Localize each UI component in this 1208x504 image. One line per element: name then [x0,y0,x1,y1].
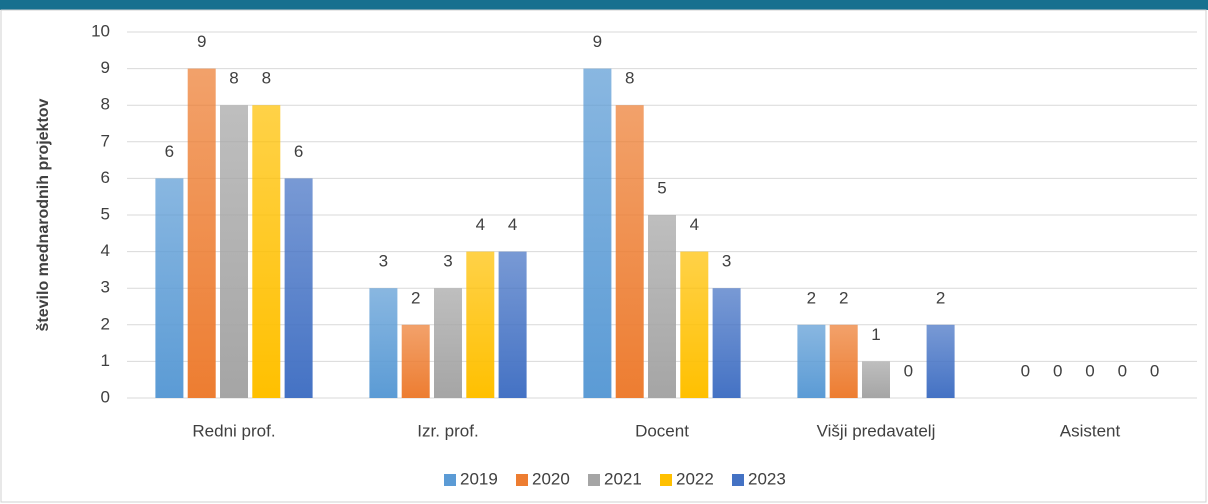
data-label: 3 [722,252,731,271]
data-label: 4 [476,215,485,234]
legend-label: 2022 [676,469,714,488]
data-label: 9 [593,32,602,51]
legend-label: 2020 [532,469,570,488]
data-label: 3 [379,252,388,271]
data-label: 4 [508,215,517,234]
y-tick-label: 0 [101,387,110,406]
y-tick-label: 1 [101,351,110,370]
x-tick-label: Asistent [1060,421,1121,440]
y-axis-label: število mednarodnih projektov [35,98,52,331]
bar [369,288,398,398]
bar [187,68,216,398]
legend-swatch [588,474,600,486]
data-label: 8 [262,69,271,88]
data-label: 5 [657,178,666,197]
data-label: 2 [411,288,420,307]
data-label: 4 [690,215,699,234]
data-label: 0 [904,361,913,380]
y-tick-label: 5 [101,204,110,223]
legend-label: 2023 [748,469,786,488]
data-label: 0 [1021,361,1030,380]
chart-border [0,9,1207,503]
bar [155,178,184,398]
bar [284,178,313,398]
data-label: 6 [165,142,174,161]
bar [252,105,281,398]
y-tick-label: 3 [101,278,110,297]
bar [583,68,612,398]
legend-swatch [444,474,456,486]
legend-swatch [660,474,672,486]
y-tick-label: 8 [101,95,110,114]
y-tick-label: 9 [101,58,110,77]
bar [615,105,644,398]
data-label: 2 [839,288,848,307]
bar [926,324,955,398]
data-label: 8 [229,69,238,88]
data-label: 9 [197,32,206,51]
data-label: 1 [871,325,880,344]
bar [797,324,826,398]
bar [680,251,709,398]
data-label: 6 [294,142,303,161]
bar [466,251,495,398]
y-tick-label: 2 [101,314,110,333]
y-tick-label: 10 [91,21,110,40]
legend-label: 2019 [460,469,498,488]
x-tick-label: Redni prof. [192,421,275,440]
bar [401,324,430,398]
bar [829,324,858,398]
bar [434,288,462,398]
legend-swatch [516,474,528,486]
data-label: 8 [625,69,634,88]
legend-label: 2021 [604,469,642,488]
y-tick-label: 4 [101,241,110,260]
bar [648,215,676,398]
data-label: 2 [807,288,816,307]
data-label: 3 [443,252,452,271]
y-tick-label: 7 [101,131,110,150]
data-label: 2 [936,288,945,307]
header-banner [0,0,1208,10]
data-label: 0 [1085,361,1094,380]
data-label: 0 [1053,361,1062,380]
x-tick-label: Docent [635,421,689,440]
y-tick-label: 6 [101,168,110,187]
data-label: 0 [1118,361,1127,380]
bar [220,105,248,398]
bar [712,288,741,398]
x-tick-label: Višji predavatelj [817,421,936,440]
data-label: 0 [1150,361,1159,380]
legend-swatch [732,474,744,486]
bar [498,251,527,398]
bar [862,361,890,398]
x-tick-label: Izr. prof. [417,421,478,440]
